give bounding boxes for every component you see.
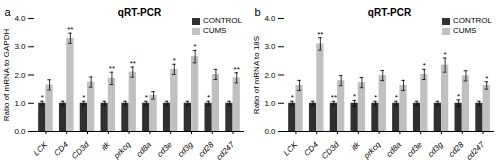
svg-text:**: ** [67, 25, 73, 34]
svg-text:3.0: 3.0 [14, 42, 26, 51]
svg-text:*: * [395, 93, 398, 102]
svg-text:Ratio of mRNA to GAPDH: Ratio of mRNA to GAPDH [2, 29, 11, 122]
svg-text:0.0: 0.0 [264, 127, 276, 136]
svg-text:cd28: cd28 [197, 140, 216, 159]
svg-text:*: * [207, 93, 210, 102]
svg-text:1.0: 1.0 [14, 99, 26, 108]
html-text:CUMS: CUMS [452, 26, 477, 35]
svg-text:itk: itk [100, 139, 113, 152]
svg-text:1.0: 1.0 [264, 99, 276, 108]
svg-text:4.0: 4.0 [264, 14, 276, 23]
svg-text:2.0: 2.0 [14, 71, 26, 80]
svg-text:qRT-PCR: qRT-PCR [368, 7, 412, 18]
html-text:CONTROL: CONTROL [202, 16, 242, 25]
svg-text:*: * [173, 56, 176, 65]
svg-text:LCK: LCK [282, 140, 300, 158]
svg-text:*: * [41, 93, 44, 102]
svg-text:CD3d: CD3d [70, 140, 91, 161]
svg-text:Ratio of mRNA to 18S: Ratio of mRNA to 18S [252, 36, 261, 114]
svg-text:*: * [353, 92, 356, 101]
html-text:CONTROL: CONTROL [452, 16, 492, 25]
svg-text:3.0: 3.0 [264, 42, 276, 51]
svg-text:cd3e: cd3e [155, 140, 174, 159]
svg-text:4.0: 4.0 [14, 14, 26, 23]
svg-text:2.0: 2.0 [264, 71, 276, 80]
svg-text:a: a [5, 6, 12, 18]
svg-text:*: * [457, 92, 460, 101]
svg-text:cd3e: cd3e [405, 140, 424, 159]
svg-text:cd247: cd247 [465, 140, 487, 161]
svg-text:LCK: LCK [32, 140, 50, 158]
svg-text:**: ** [331, 93, 337, 102]
svg-text:prkcq: prkcq [361, 140, 382, 161]
svg-text:cd8a: cd8a [134, 140, 153, 159]
svg-text:**: ** [130, 59, 136, 68]
html-text:CUMS: CUMS [202, 26, 227, 35]
svg-text:*: * [423, 61, 426, 70]
svg-text:cd8a: cd8a [384, 140, 403, 159]
svg-text:CD4: CD4 [52, 140, 70, 158]
svg-text:b: b [255, 6, 261, 18]
svg-text:*: * [145, 93, 148, 102]
svg-text:cd247: cd247 [215, 140, 237, 161]
svg-text:cd3g: cd3g [176, 140, 195, 159]
svg-text:CD4: CD4 [302, 140, 320, 158]
svg-text:*: * [374, 93, 377, 102]
svg-text:qRT-PCR: qRT-PCR [118, 7, 162, 18]
svg-text:prkcq: prkcq [111, 140, 132, 161]
svg-text:**: ** [109, 64, 115, 73]
svg-text:0.0: 0.0 [14, 127, 26, 136]
svg-text:*: * [194, 42, 197, 51]
svg-text:*: * [444, 50, 447, 59]
svg-text:cd28: cd28 [447, 140, 466, 159]
svg-text:*: * [291, 93, 294, 102]
svg-text:CD3d: CD3d [320, 140, 341, 161]
svg-text:itk: itk [350, 139, 363, 152]
svg-text:cd3g: cd3g [426, 140, 445, 159]
svg-text:*: * [82, 93, 85, 102]
svg-text:**: ** [317, 30, 323, 39]
svg-text:*: * [485, 74, 488, 83]
svg-text:**: ** [234, 65, 240, 74]
